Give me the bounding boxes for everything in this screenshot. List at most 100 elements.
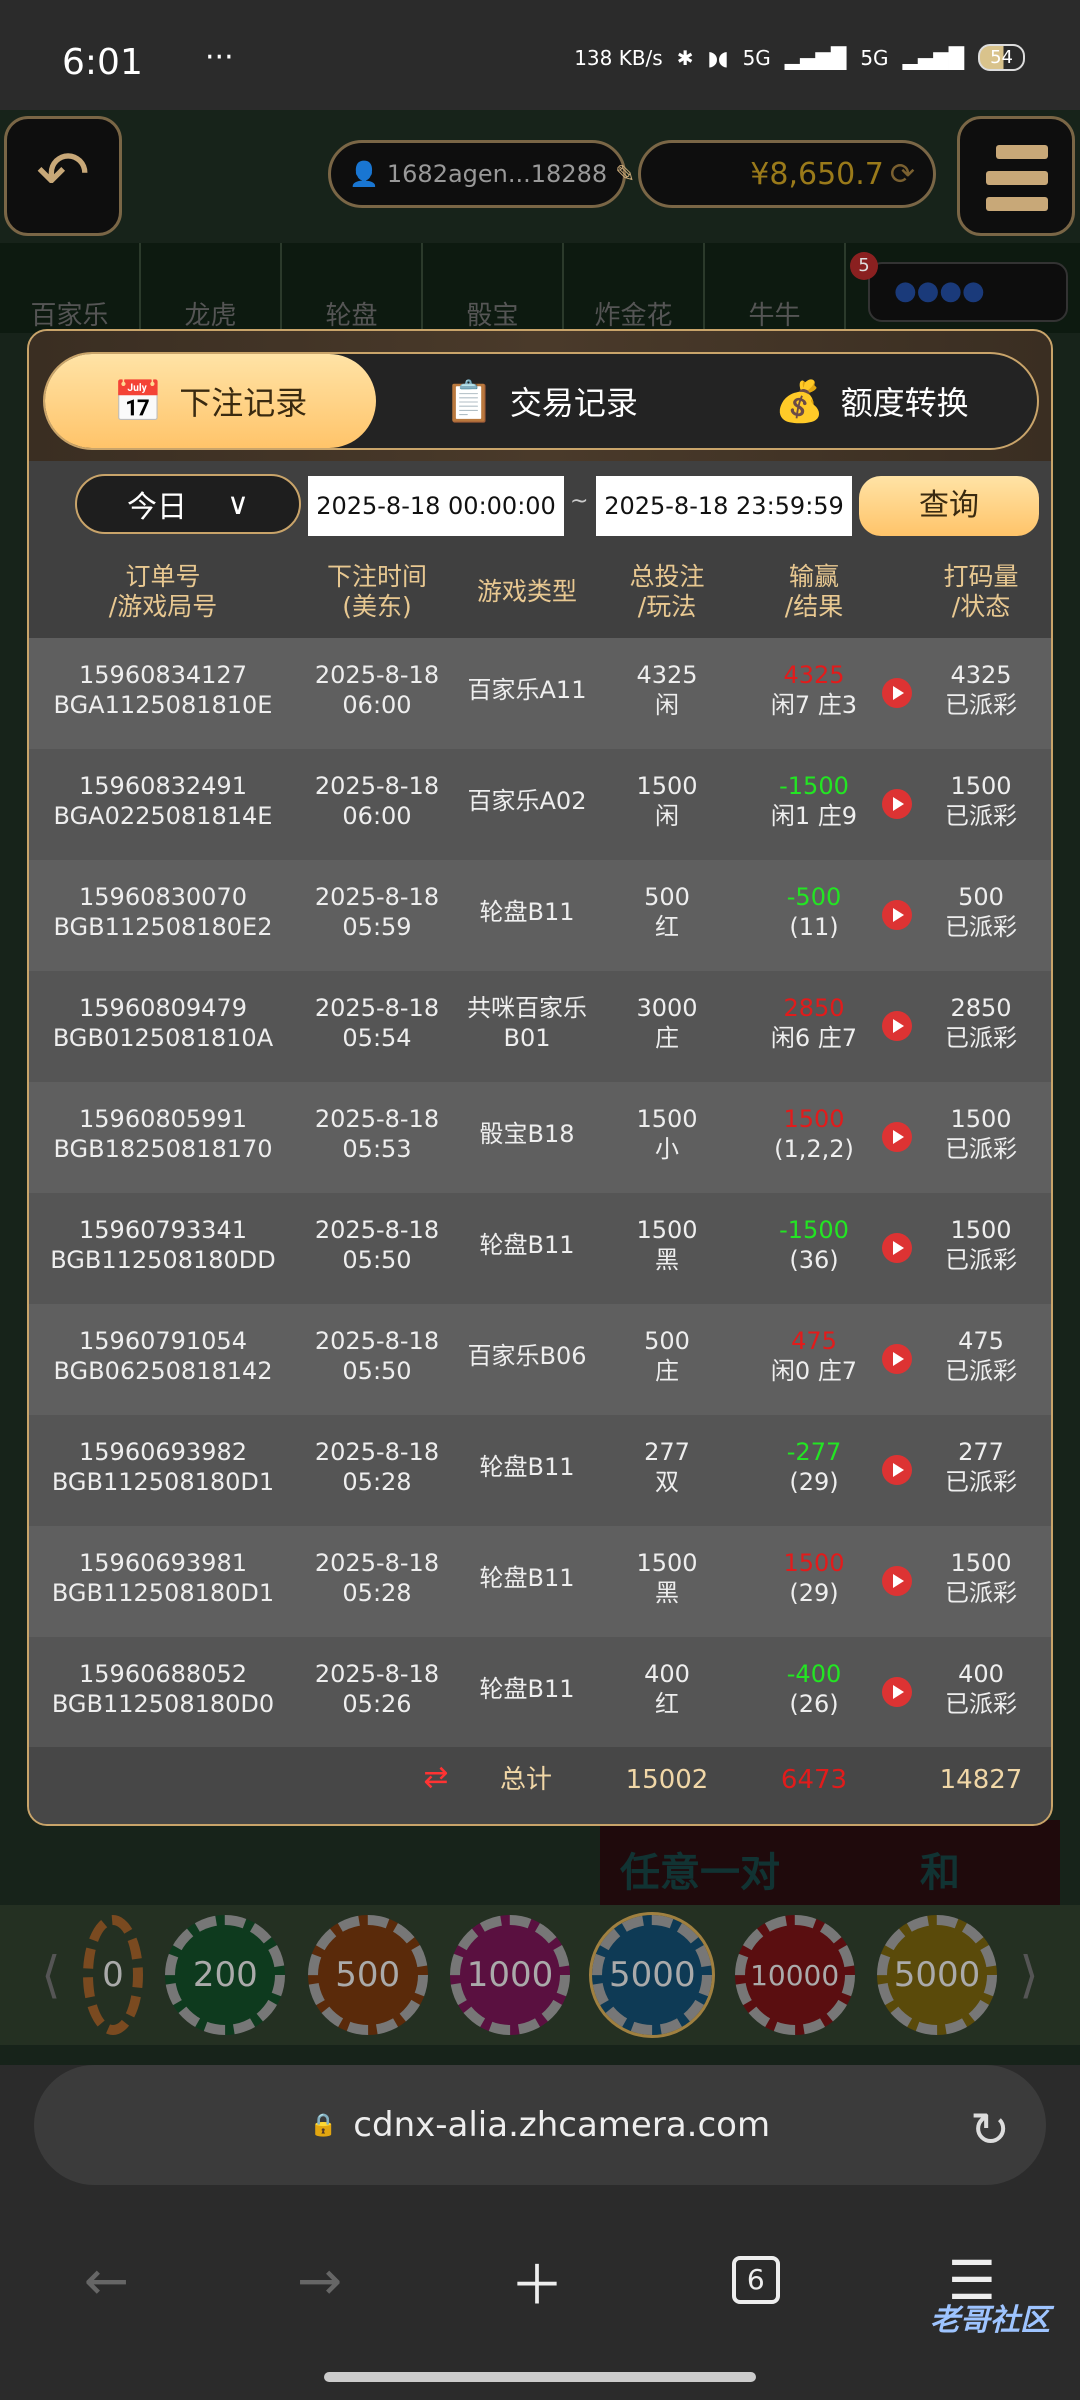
cell-win: -277 (29) xyxy=(786,1438,842,1496)
table-row[interactable]: 15960793341 BGB112508180DD 2025-8-18 05:50 轮… xyxy=(29,1193,1051,1304)
table-header: 订单号/游戏局号 下注时间 (美东) 游戏类型 总投注/玩法 输赢/结果 打码量/状态 xyxy=(29,546,1051,638)
cell-game: 骰宝B18 xyxy=(479,1120,575,1148)
cell-game: 轮盘B11 xyxy=(479,1564,575,1592)
range-separator: ~ xyxy=(570,489,589,514)
cell-bet: 500 庄 xyxy=(644,1327,690,1385)
table-row[interactable]: 15960791054 BGB06250818142 2025-8-18 05:50 百… xyxy=(29,1304,1051,1415)
play-replay-icon[interactable] xyxy=(882,1566,912,1596)
total-bet: 15002 xyxy=(625,1765,709,1795)
game-tab[interactable]: 百家乐 xyxy=(0,243,141,333)
chip[interactable]: 200 xyxy=(165,1915,286,2035)
road-selector[interactable]: ●●●● xyxy=(868,262,1068,322)
edit-pencil-icon[interactable]: ✎ xyxy=(615,160,636,188)
chip[interactable]: 10000 xyxy=(734,1915,855,2035)
chip[interactable]: 500 xyxy=(307,1915,428,2035)
address-bar[interactable]: 🔒 cdnx-alia.zhcamera.com xyxy=(34,2065,1046,2185)
table-row[interactable]: 15960688052 BGB112508180D0 2025-8-18 05:26 轮… xyxy=(29,1637,1051,1748)
bet-area-tie[interactable]: 和 xyxy=(920,1850,960,1896)
back-arrow-icon[interactable]: ← xyxy=(83,2248,130,2312)
signal-2: 5G xyxy=(860,45,889,70)
table-row[interactable]: 15960832491 BGA0225081814E 2025-8-18 06:00 百… xyxy=(29,749,1051,860)
tab-count-button[interactable]: 6 xyxy=(731,2256,780,2304)
cell-win: 1500 (1,2,2) xyxy=(774,1105,854,1163)
chip[interactable]: 0 xyxy=(83,1915,143,2035)
cell-date: 2025-8-18 05:50 xyxy=(314,1327,440,1385)
play-replay-icon[interactable] xyxy=(882,1677,912,1707)
cell-bet: 500 红 xyxy=(644,883,690,941)
battery-icon: 54 xyxy=(978,44,1025,71)
cell-valid: 277 已派彩 xyxy=(945,1438,1017,1496)
table-row[interactable]: 15960693982 BGB112508180D1 2025-8-18 05:28 轮… xyxy=(29,1415,1051,1526)
cell-win: -400 (26) xyxy=(786,1660,842,1718)
balance-pill: ¥8,650.7 ⟳ xyxy=(638,140,936,208)
cell-order: 15960805991 BGB18250818170 xyxy=(53,1105,273,1163)
chip[interactable]: 1000 xyxy=(449,1915,570,2035)
lock-icon: 🔒 xyxy=(309,2112,338,2138)
game-tab[interactable]: 牛牛 xyxy=(705,243,846,333)
table-row[interactable]: 15960805991 BGB18250818170 2025-8-18 05:53 骰… xyxy=(29,1082,1051,1193)
tab-credit-transfer[interactable]: 💰 额度转换 xyxy=(774,378,969,425)
chip[interactable]: 5000 xyxy=(589,1912,716,2038)
end-date-input[interactable]: 2025-8-18 23:59:59 xyxy=(596,476,852,536)
back-button[interactable]: ↶ xyxy=(4,116,122,236)
game-tab[interactable]: 骰宝 xyxy=(423,243,564,333)
table-row[interactable]: 15960830070 BGB112508180E2 2025-8-18 05:59 轮… xyxy=(29,860,1051,971)
browser-nav: ← → ＋ 6 ☰ xyxy=(0,2225,1080,2335)
chip-bar: ⟨ 0 200 500 1000 5000 10000 5000 ⟩ xyxy=(0,1905,1080,2045)
tab-bet-records[interactable]: 📅 下注记录 xyxy=(45,354,376,448)
chevron-left-icon[interactable]: ⟨ xyxy=(41,1946,61,2004)
forward-arrow-icon[interactable]: → xyxy=(296,2248,343,2312)
table-row[interactable]: 15960809479 BGB0125081810A 2025-8-18 05:54 共… xyxy=(29,971,1051,1082)
user-pill[interactable]: 👤 1682agen...18288 ✎ xyxy=(328,140,635,208)
cell-game: 百家乐A02 xyxy=(467,787,587,815)
new-tab-icon[interactable]: ＋ xyxy=(510,2253,565,2317)
play-replay-icon[interactable] xyxy=(882,1233,912,1263)
reload-icon[interactable]: ↻ xyxy=(969,2102,1010,2158)
table-row[interactable]: 15960834127 BGA1125081810E 2025-8-18 06:00 百… xyxy=(29,638,1051,749)
status-bar: 6:01 ··· 138 KB/s ✱ ◗◖ 5G ▂▄▆█ 5G ▂▄▆█ 54 xyxy=(0,0,1080,110)
cell-order: 15960793341 BGB112508180DD xyxy=(50,1216,276,1274)
cell-order: 15960791054 BGB06250818142 xyxy=(53,1327,273,1385)
coins-icon: 💰 xyxy=(774,378,825,425)
play-replay-icon[interactable] xyxy=(882,1455,912,1485)
tab-transaction-records[interactable]: 📋 交易记录 xyxy=(444,378,638,425)
swap-icon[interactable]: ⇄ xyxy=(423,1760,449,1795)
chevron-right-icon[interactable]: ⟩ xyxy=(1019,1946,1039,2004)
cell-game: 轮盘B11 xyxy=(479,898,575,926)
date-range-select[interactable]: 今日 ∨ xyxy=(75,474,301,534)
signal-1: 5G xyxy=(742,45,771,70)
cell-game: 百家乐B06 xyxy=(467,1342,587,1370)
menu-button[interactable] xyxy=(957,116,1075,236)
menu-icon[interactable]: ☰ xyxy=(947,2248,997,2312)
game-tab[interactable]: 龙虎 xyxy=(141,243,282,333)
play-replay-icon[interactable] xyxy=(882,900,912,930)
cell-date: 2025-8-18 05:26 xyxy=(314,1660,440,1718)
chevron-down-icon: ∨ xyxy=(227,486,249,522)
clock: 6:01 xyxy=(62,42,143,83)
refresh-icon[interactable]: ⟳ xyxy=(889,156,915,192)
query-button[interactable]: 查询 xyxy=(859,476,1039,536)
play-replay-icon[interactable] xyxy=(882,789,912,819)
cell-game: 轮盘B11 xyxy=(479,1231,575,1259)
gesture-handle[interactable] xyxy=(324,2372,756,2382)
play-replay-icon[interactable] xyxy=(882,1122,912,1152)
cell-win: 1500 (29) xyxy=(783,1549,845,1607)
table-row[interactable]: 15960693981 BGB112508180D1 2025-8-18 05:28 轮… xyxy=(29,1526,1051,1637)
cell-order: 15960693981 BGB112508180D1 xyxy=(51,1549,275,1607)
bet-area-pair[interactable]: 任意一对 xyxy=(620,1850,780,1896)
cell-bet: 277 双 xyxy=(644,1438,690,1496)
network-speed: 138 KB/s xyxy=(574,45,663,70)
start-date-input[interactable]: 2025-8-18 00:00:00 xyxy=(308,476,564,536)
cell-game: 轮盘B11 xyxy=(479,1453,575,1481)
cell-date: 2025-8-18 06:00 xyxy=(314,772,440,830)
play-replay-icon[interactable] xyxy=(882,1344,912,1374)
play-replay-icon[interactable] xyxy=(882,1011,912,1041)
game-tab[interactable]: 炸金花 xyxy=(564,243,705,333)
signal-icon: ▂▄▆█ xyxy=(902,45,965,70)
cell-order: 15960688052 BGB112508180D0 xyxy=(51,1660,275,1718)
cell-bet: 1500 黑 xyxy=(636,1549,698,1607)
chip[interactable]: 5000 xyxy=(876,1915,997,2035)
play-replay-icon[interactable] xyxy=(882,678,912,708)
game-tab[interactable]: 轮盘 xyxy=(282,243,423,333)
cell-date: 2025-8-18 05:53 xyxy=(314,1105,440,1163)
